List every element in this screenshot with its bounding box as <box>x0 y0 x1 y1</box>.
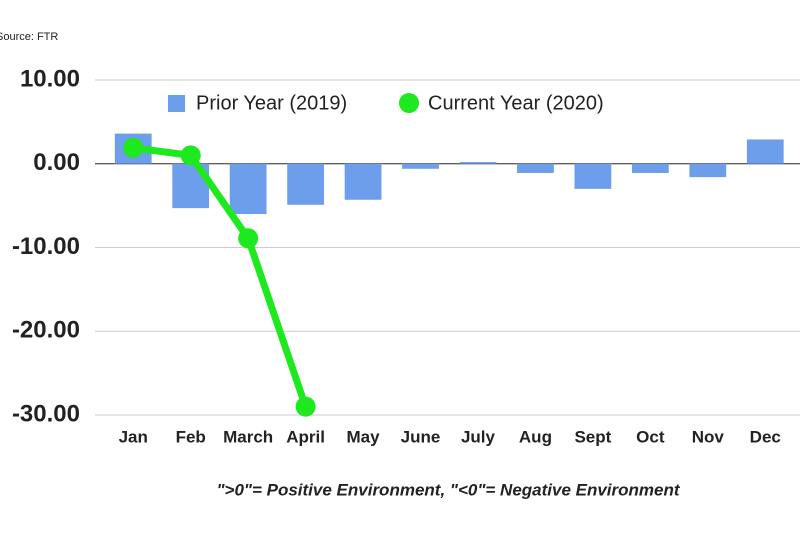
footnote: ">0"= Positive Environment, "<0"= Negati… <box>216 480 680 499</box>
point <box>123 137 144 158</box>
source: Source: FTR <box>0 31 58 43</box>
bar <box>402 163 439 169</box>
x-tick-label: Jan <box>119 427 148 446</box>
x-tick-label: Aug <box>519 427 552 446</box>
x-tick-label: July <box>461 427 496 446</box>
x-tick-label: Dec <box>750 427 781 446</box>
bar <box>746 139 784 164</box>
point <box>238 228 259 249</box>
bar <box>631 163 669 173</box>
x-tick-label: April <box>286 427 325 446</box>
x-tick-label: Feb <box>176 427 206 446</box>
bar <box>517 163 554 173</box>
bar <box>459 162 497 164</box>
bar <box>344 163 382 200</box>
bar <box>287 163 324 205</box>
x-tick-label: Oct <box>636 427 665 446</box>
legend-swatch <box>168 95 185 112</box>
y-tick-label: 0.00 <box>33 149 80 176</box>
y-tick-label: -20.00 <box>12 317 80 344</box>
point <box>180 145 201 166</box>
x-tick-label: May <box>347 427 381 446</box>
y-tick-label: 10.00 <box>20 65 80 92</box>
x-tick-label: June <box>401 427 441 446</box>
x-tick-label: Nov <box>692 427 725 446</box>
point <box>295 396 316 417</box>
bar <box>229 163 267 214</box>
line <box>132 144 309 408</box>
legend-label: Current Year (2020) <box>428 92 604 114</box>
bar <box>689 163 727 178</box>
x-tick-label: March <box>223 427 273 446</box>
x-tick-label: Sept <box>574 427 611 446</box>
legend-label: Prior Year (2019) <box>196 92 347 114</box>
y-tick-label: -10.00 <box>12 233 80 260</box>
bar <box>574 163 612 189</box>
legend-swatch <box>399 93 419 113</box>
y-tick-label: -30.00 <box>12 400 80 427</box>
